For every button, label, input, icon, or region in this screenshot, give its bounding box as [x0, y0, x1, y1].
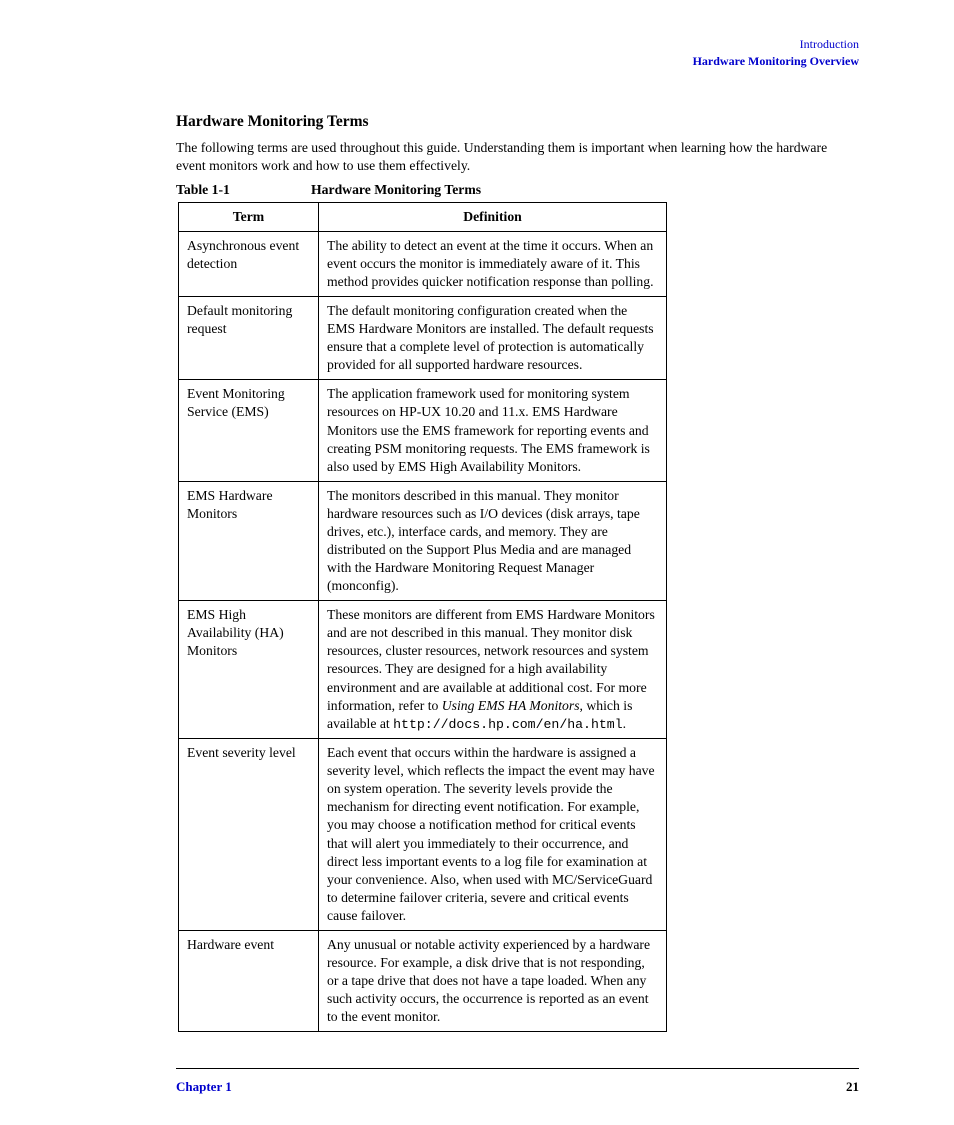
table-number: Table 1-1 — [176, 182, 311, 198]
term-cell: Default monitoring request — [179, 297, 319, 380]
terms-table-body: Asynchronous event detectionThe ability … — [179, 231, 667, 1031]
table-title: Hardware Monitoring Terms — [311, 182, 481, 197]
term-cell: EMS High Availability (HA) Monitors — [179, 601, 319, 739]
definition-cell: Each event that occurs within the hardwa… — [319, 739, 667, 931]
term-cell: Asynchronous event detection — [179, 231, 319, 296]
table-row: EMS High Availability (HA) MonitorsThese… — [179, 601, 667, 739]
term-cell: Event severity level — [179, 739, 319, 931]
header-subsection-name: Hardware Monitoring Overview — [176, 53, 859, 70]
section-heading: Hardware Monitoring Terms — [176, 113, 859, 131]
term-cell: Event Monitoring Service (EMS) — [179, 380, 319, 481]
table-caption: Table 1-1Hardware Monitoring Terms — [176, 182, 859, 198]
table-row: Default monitoring requestThe default mo… — [179, 297, 667, 380]
definition-cell: The application framework used for monit… — [319, 380, 667, 481]
footer-page-number: 21 — [846, 1079, 859, 1095]
footer-chapter: Chapter 1 — [176, 1079, 232, 1095]
document-page: Introduction Hardware Monitoring Overvie… — [0, 0, 954, 1125]
table-header-row: Term Definition — [179, 202, 667, 231]
terms-table: Term Definition Asynchronous event detec… — [178, 202, 667, 1033]
header-section-name: Introduction — [176, 36, 859, 53]
column-header-definition: Definition — [319, 202, 667, 231]
table-row: Hardware eventAny unusual or notable act… — [179, 930, 667, 1031]
table-row: EMS Hardware MonitorsThe monitors descri… — [179, 481, 667, 600]
term-cell: EMS Hardware Monitors — [179, 481, 319, 600]
table-row: Asynchronous event detectionThe ability … — [179, 231, 667, 296]
definition-cell: The default monitoring configuration cre… — [319, 297, 667, 380]
table-row: Event severity levelEach event that occu… — [179, 739, 667, 931]
definition-cell: Any unusual or notable activity experien… — [319, 930, 667, 1031]
intro-paragraph: The following terms are used throughout … — [176, 139, 859, 176]
running-header: Introduction Hardware Monitoring Overvie… — [176, 36, 859, 71]
definition-cell: The ability to detect an event at the ti… — [319, 231, 667, 296]
table-row: Event Monitoring Service (EMS)The applic… — [179, 380, 667, 481]
page-footer: Chapter 1 21 — [176, 1068, 859, 1095]
definition-cell: These monitors are different from EMS Ha… — [319, 601, 667, 739]
term-cell: Hardware event — [179, 930, 319, 1031]
definition-cell: The monitors described in this manual. T… — [319, 481, 667, 600]
column-header-term: Term — [179, 202, 319, 231]
